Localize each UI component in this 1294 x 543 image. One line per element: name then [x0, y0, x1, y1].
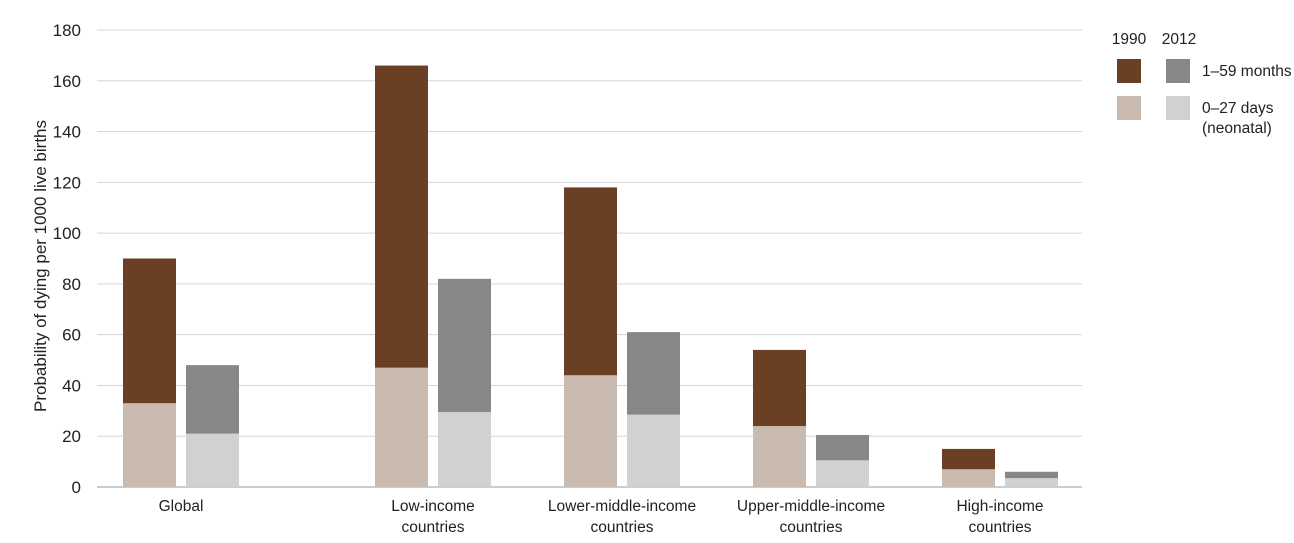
- bar-segment: [375, 65, 428, 368]
- y-tick-label: 100: [53, 224, 81, 243]
- legend-label-line: 1–59 months: [1202, 63, 1292, 80]
- bar-segment: [1005, 478, 1058, 487]
- legend-label: 1–59 months: [1202, 63, 1292, 80]
- bar-segment: [375, 367, 428, 487]
- bar-segment: [123, 258, 176, 404]
- legend-label: 0–27 days (neonatal): [1202, 100, 1274, 137]
- bar-segment: [627, 414, 680, 487]
- x-category-label-line: Global: [159, 498, 204, 515]
- legend-swatch: [1117, 59, 1141, 83]
- bar-segment: [438, 278, 491, 413]
- x-category-label: Global: [159, 498, 204, 515]
- y-axis-label: Probability of dying per 1000 live birth…: [31, 120, 50, 412]
- y-tick-label: 120: [53, 173, 81, 192]
- y-tick-label: 140: [53, 123, 81, 142]
- x-category-label-line: countries: [402, 519, 465, 536]
- bar-segment: [186, 433, 239, 487]
- bar-segment: [753, 349, 806, 427]
- legend-swatch: [1166, 59, 1190, 83]
- x-category-label: Low-income countries: [391, 498, 475, 536]
- legend-swatch: [1117, 96, 1141, 120]
- bar-segment: [816, 434, 869, 461]
- bar-segment: [942, 469, 995, 487]
- bar-segment: [564, 375, 617, 487]
- legend-year-label: 1990: [1112, 31, 1147, 48]
- bar-segment: [1005, 471, 1058, 479]
- legend-label-line: (neonatal): [1202, 120, 1272, 137]
- legend-swatch: [1166, 96, 1190, 120]
- y-tick-label: 40: [62, 376, 81, 395]
- bar-segment: [942, 448, 995, 470]
- y-tick-label: 180: [53, 21, 81, 40]
- bar-segment: [816, 460, 869, 487]
- y-tick-label: 20: [62, 427, 81, 446]
- bar-segment: [564, 187, 617, 376]
- bar-segment: [627, 332, 680, 415]
- x-category-label-line: countries: [591, 519, 654, 536]
- y-tick-labels: 0 20 40 60 80 100 120 140 160 180: [53, 21, 81, 497]
- x-category-label-line: countries: [780, 519, 843, 536]
- x-category-label: Lower-middle-income countries: [548, 498, 696, 536]
- bars: [123, 65, 1058, 487]
- bar-segment: [753, 426, 806, 487]
- x-category-label-line: Low-income: [391, 498, 475, 515]
- x-category-label-line: High-income: [956, 498, 1043, 515]
- x-category-labels: Global Low-income countriesLower-middle-in…: [159, 498, 1044, 536]
- bar-segment: [438, 412, 491, 487]
- bar-segment: [186, 365, 239, 434]
- y-tick-label: 0: [72, 478, 81, 497]
- x-category-label: Upper-middle-income countries: [737, 498, 885, 536]
- y-tick-label: 160: [53, 72, 81, 91]
- legend: 1990 2012 1–59 months 0–27 days (neonatal): [1112, 31, 1292, 137]
- x-category-label-line: Upper-middle-income: [737, 498, 885, 515]
- y-tick-label: 60: [62, 326, 81, 345]
- bar-segment: [123, 403, 176, 487]
- y-tick-label: 80: [62, 275, 81, 294]
- legend-label-line: 0–27 days: [1202, 100, 1274, 117]
- x-category-label-line: countries: [969, 519, 1032, 536]
- x-category-label-line: Lower-middle-income: [548, 498, 696, 515]
- x-category-label: High-income countries: [956, 498, 1043, 536]
- legend-year-label: 2012: [1162, 31, 1196, 48]
